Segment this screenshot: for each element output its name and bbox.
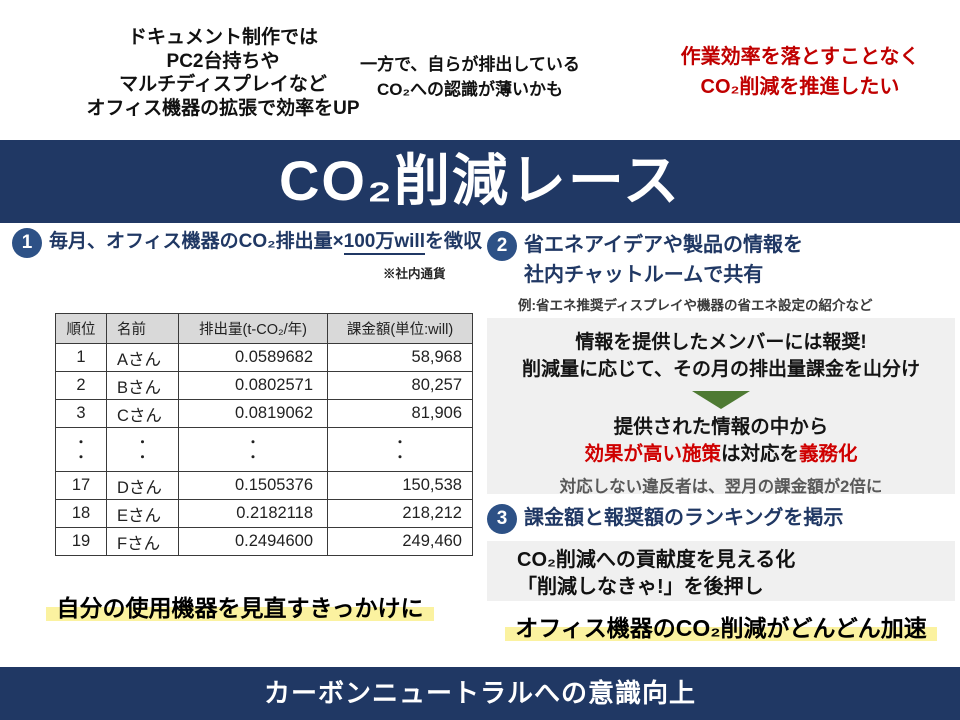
top-note-awareness: 一方で、自らが排出している CO₂への認識が薄いかも — [360, 55, 580, 99]
step1-heading-prefix: 毎月、オフィス機器のCO₂排出量× — [49, 231, 344, 252]
flow-line4-black: は対応を — [720, 443, 799, 465]
footer-text: カーボンニュートラルへの意識向上 — [263, 678, 696, 708]
step1-heading-underlined: 100万will — [343, 231, 425, 255]
cell-rank: 2 — [55, 371, 107, 400]
visibility-box: CO₂削減への貢献度を見える化 「削減しなきゃ!」を後押し — [487, 541, 955, 601]
cell-ellipsis: ・ ・ — [55, 427, 107, 472]
top-note-efficiency: ドキュメント制作では PC2台持ちや マルチディスプレイなど オフィス機器の拡張… — [86, 27, 360, 119]
title-banner: CO₂削減レース — [0, 140, 960, 223]
flow-line4-red2: 義務化 — [799, 443, 858, 465]
top-note-goal: 作業効率を落とすことなく CO₂削減を推進したい — [680, 46, 920, 98]
step2-number-badge: 2 — [487, 231, 517, 261]
cell-rank: 1 — [55, 343, 107, 372]
cell-name: Cさん — [106, 399, 179, 428]
col-header-emissions: 排出量(t-CO₂/年) — [178, 313, 328, 344]
step2-example-note: 例:省エネ推奨ディスプレイや機器の省エネ設定の紹介など — [518, 298, 873, 313]
cell-emissions: 0.0802571 — [178, 371, 328, 400]
cell-emissions: 0.1505376 — [178, 471, 328, 500]
flow-line4-red1: 効果が高い施策 — [584, 443, 721, 465]
cell-charge: 249,460 — [327, 527, 473, 556]
cell-charge: 218,212 — [327, 499, 473, 528]
cell-ellipsis: ・ ・ — [327, 427, 473, 472]
flow-line3: 提供された情報の中から — [613, 416, 829, 438]
flow-line4: 効果が高い施策は対応を義務化 — [487, 440, 955, 468]
left-takeaway-text: 自分の使用機器を見直すきっかけに — [46, 595, 434, 621]
right-takeaway-text: オフィス機器のCO₂削減がどんどん加速 — [505, 615, 937, 641]
step1-number-badge: 1 — [12, 228, 42, 258]
arrow-down-icon — [692, 391, 750, 409]
table-row: 1 Aさん 0.0589682 58,968 — [55, 343, 473, 372]
left-takeaway: 自分の使用機器を見直すきっかけに — [0, 589, 480, 623]
table-row: 17 Dさん 0.1505376 150,538 — [55, 471, 473, 500]
footer-banner: カーボンニュートラルへの意識向上 — [0, 667, 960, 720]
right-takeaway: オフィス機器のCO₂削減がどんどん加速 — [487, 609, 955, 643]
step2-heading-text: 省エネアイデアや製品の情報を 社内チャットルームで共有 — [524, 234, 803, 286]
cell-name: Aさん — [106, 343, 179, 372]
reward-flow-box: 情報を提供したメンバーには報奨! 削減量に応じて、その月の排出量課金を山分け 提… — [487, 318, 955, 496]
cell-emissions: 0.2494600 — [178, 527, 328, 556]
cell-emissions: 0.2182118 — [178, 499, 328, 528]
cell-charge: 80,257 — [327, 371, 473, 400]
table-row: 19 Fさん 0.2494600 249,460 — [55, 527, 473, 556]
step1-heading-suffix: を徴収 — [425, 231, 483, 252]
col-header-name: 名前 — [106, 313, 179, 344]
page-title: CO₂削減レース — [278, 149, 682, 212]
step1-heading-text: 毎月、オフィス機器のCO₂排出量×100万willを徴収 — [49, 227, 482, 257]
reward-line1: 情報を提供したメンバーには報奨! — [575, 332, 867, 353]
col-header-charge: 課金額(単位:will) — [327, 313, 473, 344]
penalty-note: 対応しない違反者は、翌月の課金額が2倍に — [559, 478, 883, 496]
step3-number-badge: 3 — [487, 504, 517, 534]
table-header-row: 順位 名前 排出量(t-CO₂/年) 課金額(単位:will) — [55, 313, 473, 344]
step2-heading: 2 省エネアイデアや製品の情報を 社内チャットルームで共有 — [487, 230, 955, 290]
ranking-table: 順位 名前 排出量(t-CO₂/年) 課金額(単位:will) 1 Aさん 0.… — [55, 313, 473, 556]
step1-heading: 1 毎月、オフィス機器のCO₂排出量×100万willを徴収 — [12, 227, 484, 258]
table-row: 2 Bさん 0.0802571 80,257 — [55, 371, 473, 400]
cell-rank: 17 — [55, 471, 107, 500]
cell-emissions: 0.0589682 — [178, 343, 328, 372]
cell-charge: 58,968 — [327, 343, 473, 372]
step3-heading: 3 課金額と報奨額のランキングを掲示 — [487, 503, 955, 534]
col-header-rank: 順位 — [55, 313, 107, 344]
table-ellipsis-row: ・ ・ ・ ・ ・ ・ ・ ・ — [55, 427, 473, 472]
cell-charge: 150,538 — [327, 471, 473, 500]
cell-name: Bさん — [106, 371, 179, 400]
step1-currency-note: ※社内通貨 — [383, 267, 446, 281]
cell-name: Dさん — [106, 471, 179, 500]
step3-heading-text: 課金額と報奨額のランキングを掲示 — [524, 507, 844, 529]
cell-emissions: 0.0819062 — [178, 399, 328, 428]
cell-ellipsis: ・ ・ — [178, 427, 328, 472]
table-row: 3 Cさん 0.0819062 81,906 — [55, 399, 473, 428]
table-row: 18 Eさん 0.2182118 218,212 — [55, 499, 473, 528]
reward-line2: 削減量に応じて、その月の排出量課金を山分け — [521, 359, 921, 380]
cell-charge: 81,906 — [327, 399, 473, 428]
cell-rank: 19 — [55, 527, 107, 556]
cell-rank: 18 — [55, 499, 107, 528]
cell-name: Fさん — [106, 527, 179, 556]
cell-ellipsis: ・ ・ — [106, 427, 179, 472]
cell-rank: 3 — [55, 399, 107, 428]
cell-name: Eさん — [106, 499, 179, 528]
